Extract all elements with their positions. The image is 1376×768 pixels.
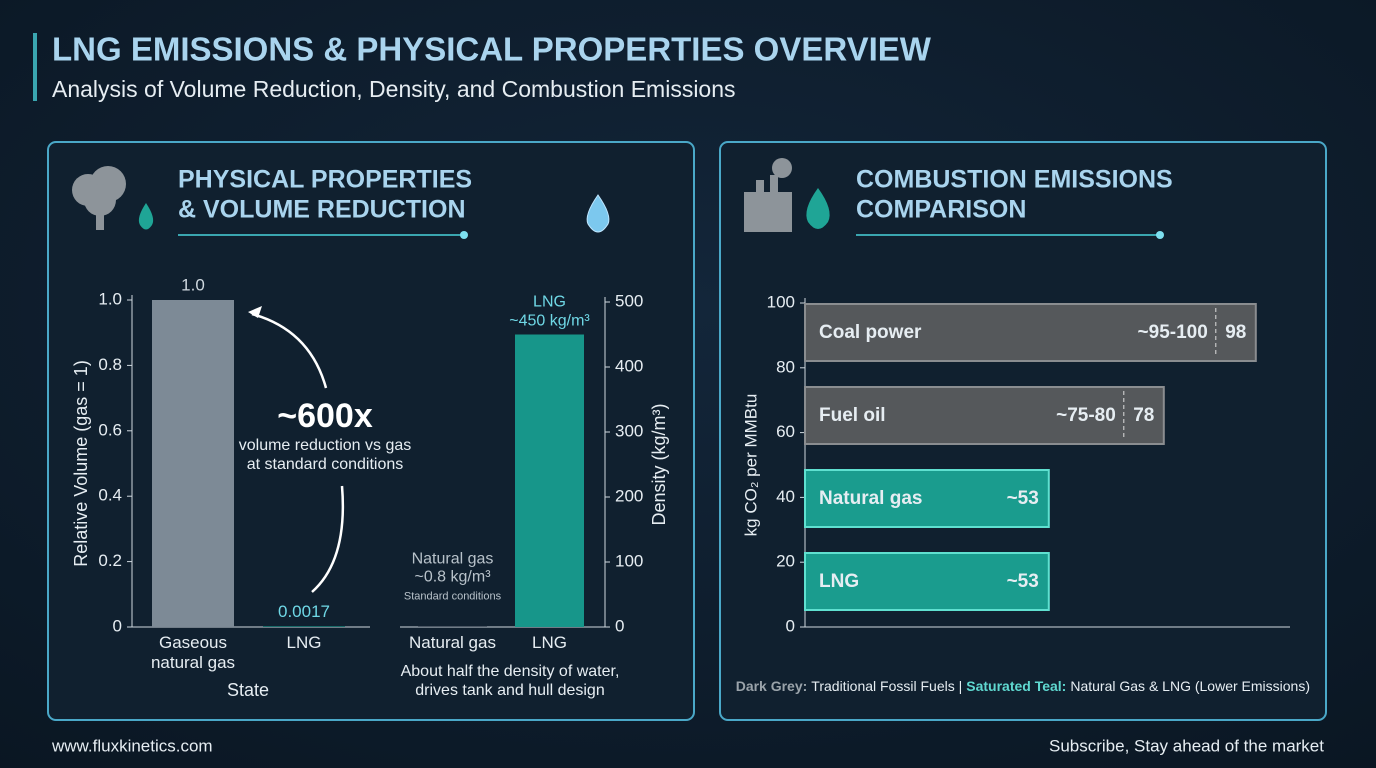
arrow	[251, 312, 328, 389]
y-tick-label: 400	[615, 356, 643, 375]
x-tick-label: LNG	[532, 633, 567, 652]
bar-category: Coal power	[819, 322, 922, 343]
footer-right: Subscribe, Stay ahead of the market	[1049, 736, 1324, 755]
text-line: Natural gas	[409, 633, 496, 652]
flame-icon	[806, 188, 830, 229]
bar	[804, 303, 1257, 362]
bar	[515, 334, 584, 627]
arrow	[311, 485, 345, 593]
data-label: 78	[1133, 405, 1154, 426]
drop-icon	[138, 203, 154, 230]
data-label: 1.0	[181, 275, 205, 294]
y-axis-label: Density (kg/m³)	[649, 403, 669, 525]
x-tick-label: LNG	[287, 633, 322, 652]
y-tick-label: 0	[113, 616, 122, 635]
bar	[804, 469, 1050, 528]
y-tick-label: 80	[776, 357, 795, 376]
bar	[418, 626, 487, 627]
y-tick-label: 60	[776, 422, 795, 441]
x-axis-label: State	[227, 680, 269, 700]
y-tick-label: 1.0	[98, 289, 122, 308]
data-note: Standard conditions	[404, 590, 502, 602]
range-label: ~75-80	[1056, 405, 1116, 426]
divider-dot	[460, 231, 468, 239]
subtitle: Analysis of Volume Reduction, Density, a…	[52, 76, 736, 102]
data-label: ~450 kg/m³	[509, 313, 590, 330]
y-tick-label: 0	[786, 616, 795, 635]
drop-icon	[586, 194, 610, 233]
legend: Dark Grey: Traditional Fossil Fuels | Satu…	[736, 678, 1310, 694]
title: LNG EMISSIONS & PHYSICAL PROPERTIES OVER…	[52, 31, 932, 68]
y-tick-label: 300	[615, 421, 643, 440]
text-line: natural gas	[151, 653, 235, 672]
data-label: 0.0017	[278, 602, 330, 621]
annotation-text: volume reduction vs gas	[239, 437, 412, 454]
data-label: 98	[1225, 322, 1246, 343]
y-tick-label: 0.6	[98, 420, 122, 439]
range-label: ~95-100	[1138, 322, 1208, 343]
data-label-name: Natural gas	[412, 551, 494, 568]
annotation-text: at standard conditions	[247, 456, 404, 473]
y-tick-label: 0	[615, 616, 624, 635]
arrow-head	[248, 306, 262, 318]
caption: About half the density of water,	[401, 663, 620, 680]
footer-left: www.fluxkinetics.com	[51, 736, 213, 755]
panel-title: COMBUSTION EMISSIONS	[856, 166, 1173, 194]
y-tick-label: 0.8	[98, 355, 122, 374]
caption: drives tank and hull design	[415, 682, 604, 699]
x-tick-label: Natural gas	[409, 633, 496, 652]
bar-category: LNG	[819, 571, 859, 592]
y-axis-label: kg CO₂ per MMBtu	[741, 394, 760, 537]
data-label-name: LNG	[533, 294, 566, 311]
bar	[152, 300, 234, 627]
panel-title: PHYSICAL PROPERTIES	[178, 166, 472, 194]
title-accent	[33, 33, 37, 101]
y-tick-label: 40	[776, 487, 795, 506]
factory-icon	[744, 158, 792, 232]
data-label: ~0.8 kg/m³	[414, 569, 491, 586]
y-tick-label: 500	[615, 291, 643, 310]
legend-key: Dark Grey:	[736, 678, 808, 694]
data-label: ~53	[1007, 488, 1039, 509]
y-tick-label: 200	[615, 486, 643, 505]
data-label: ~53	[1007, 571, 1039, 592]
bar-category: Natural gas	[819, 488, 922, 509]
y-tick-label: 0.4	[98, 486, 122, 505]
text-line: LNG	[287, 633, 322, 652]
bar	[263, 626, 345, 627]
divider-dot	[1156, 231, 1164, 239]
legend-key: Saturated Teal:	[966, 678, 1066, 694]
legend-text: Natural Gas & LNG (Lower Emissions)	[1070, 678, 1310, 694]
y-tick-label: 0.2	[98, 551, 122, 570]
y-tick-label: 20	[776, 552, 795, 571]
text-line: Gaseous	[159, 633, 227, 652]
y-axis-label: Relative Volume (gas = 1)	[71, 360, 91, 567]
text-line: LNG	[532, 633, 567, 652]
bar	[804, 386, 1165, 445]
panel-title: COMPARISON	[856, 196, 1026, 224]
legend-text: Traditional Fossil Fuels |	[811, 678, 962, 694]
bar-category: Fuel oil	[819, 405, 886, 426]
y-tick-label: 100	[767, 292, 795, 311]
y-tick-label: 100	[615, 551, 643, 570]
bar	[804, 552, 1050, 611]
annotation-headline: ~600x	[277, 397, 373, 435]
cloud-icon	[72, 166, 126, 230]
panel-title: & VOLUME REDUCTION	[178, 196, 466, 224]
x-tick-label: Gaseous natural gas	[151, 633, 235, 672]
